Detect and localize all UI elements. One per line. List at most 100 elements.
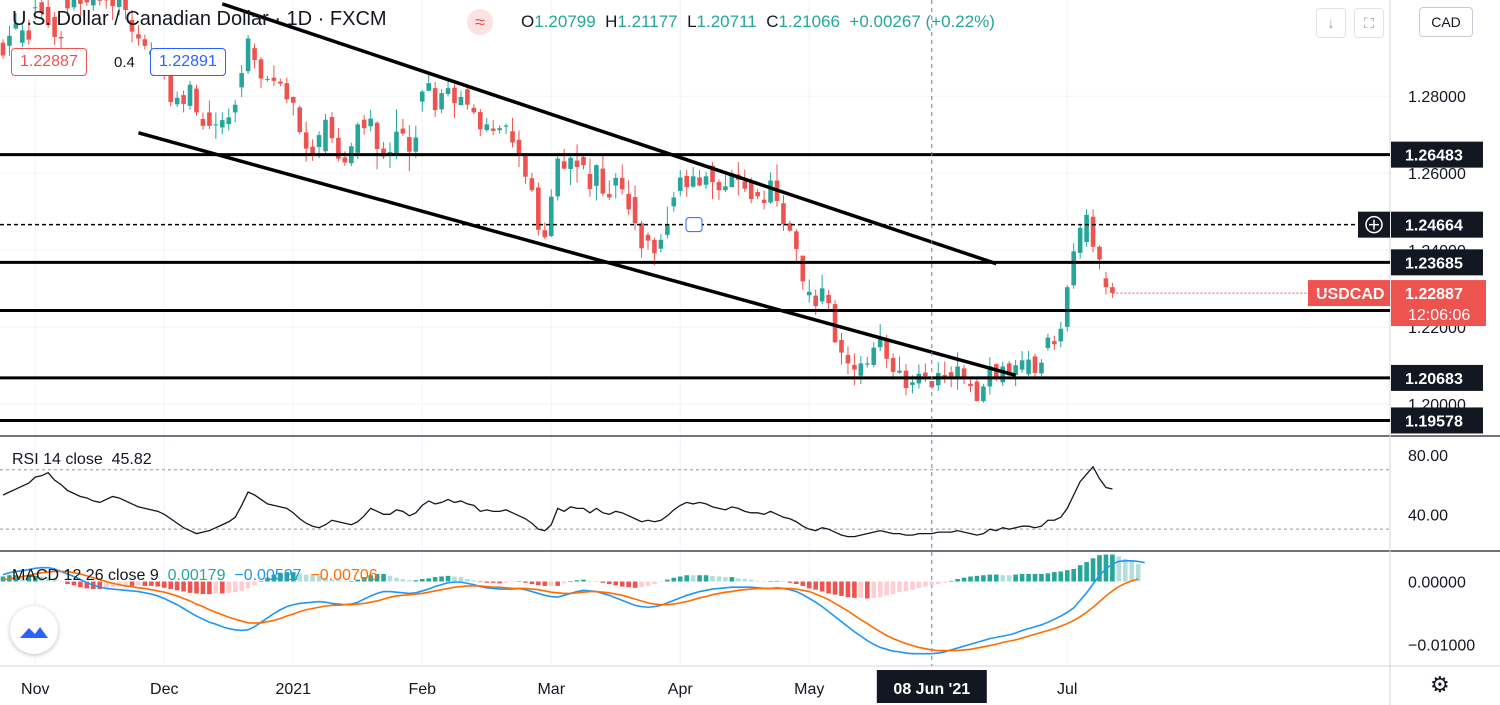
candle-down — [968, 383, 973, 387]
macd-histogram-bar — [710, 575, 715, 582]
candle-up — [955, 366, 960, 377]
candle-up — [1077, 227, 1083, 253]
buy-price-button[interactable]: 1.22891 — [150, 48, 226, 76]
candle-down — [26, 30, 32, 40]
macd-histogram-bar — [529, 581, 535, 585]
candle-up — [497, 128, 502, 131]
macd-histogram-bar — [994, 574, 999, 582]
candle-down — [619, 177, 625, 190]
candle-down — [490, 128, 496, 131]
candle-down — [542, 230, 548, 238]
macd-histogram-bar — [1097, 555, 1102, 582]
candle-up — [865, 363, 870, 365]
macd-histogram-bar — [361, 577, 367, 582]
candle-down — [310, 146, 315, 156]
candle-up — [658, 239, 664, 249]
candle-down — [284, 83, 290, 100]
download-icon[interactable]: ↓ — [1316, 8, 1346, 38]
macd-histogram-bar — [1039, 573, 1044, 582]
candle-up — [594, 165, 599, 186]
macd-histogram-bar — [1116, 556, 1122, 582]
macd-histogram-bar — [955, 578, 960, 582]
candle-down — [574, 160, 580, 168]
level-price-tag — [1391, 249, 1483, 276]
macd-histogram-bar — [445, 575, 451, 582]
macd-histogram-bar — [71, 581, 77, 586]
macd-histogram-bar — [161, 581, 167, 588]
macd-histogram-bar — [1045, 573, 1051, 582]
macd-histogram-bar — [703, 575, 709, 582]
macd-histogram-bar — [39, 576, 44, 582]
macd-histogram-bar — [426, 578, 431, 582]
macd-histogram-bar — [516, 581, 522, 583]
candle-down — [697, 177, 702, 186]
candle-down — [336, 137, 341, 159]
indicator-toggle-icon[interactable]: ≈ — [467, 9, 493, 35]
macd-histogram-bar — [839, 581, 844, 596]
candle-up — [1084, 214, 1089, 243]
macd-histogram-bar — [400, 578, 406, 582]
macd-histogram-bar — [497, 581, 502, 584]
candle-up — [1045, 337, 1051, 348]
candle-up — [1064, 287, 1070, 327]
gear-icon[interactable]: ⚙ — [1430, 672, 1450, 697]
macd-histogram-bar — [632, 581, 638, 588]
candle-down — [684, 175, 689, 188]
candle-down — [1103, 278, 1109, 288]
macd-histogram-bar — [439, 576, 444, 582]
macd-histogram-bar — [471, 580, 477, 582]
macd-histogram-bar — [136, 581, 141, 586]
candle-up — [239, 73, 244, 88]
level-price-label: 1.24664 — [1405, 218, 1463, 235]
candle-down — [361, 119, 367, 129]
level-price-tag — [1391, 141, 1483, 168]
change-value: +0.00267 (+0.22%) — [849, 12, 995, 31]
candle-down — [587, 174, 593, 190]
macd-line-value: −0.00527 — [234, 567, 302, 584]
trendline — [137, 131, 1017, 378]
macd-histogram-bar — [916, 581, 922, 588]
macd-histogram-bar — [368, 575, 373, 582]
macd-histogram-bar — [58, 581, 64, 583]
rsi-legend: RSI 14 close 45.82 — [12, 451, 152, 469]
plus-circle-icon — [1365, 215, 1383, 234]
macd-histogram-bar — [871, 581, 877, 598]
candle-down — [84, 0, 90, 3]
sell-price-button[interactable]: 1.22887 — [11, 48, 87, 76]
candle-up — [355, 124, 361, 153]
crosshair-time-tag — [876, 670, 987, 703]
candle-down — [200, 118, 206, 126]
candle-down — [755, 192, 760, 197]
macd-histogram-bar — [26, 575, 32, 582]
candle-down — [948, 372, 954, 379]
macd-histogram-bar — [800, 581, 806, 586]
macd-histogram-bar — [374, 573, 380, 582]
macd-histogram-bar — [542, 581, 548, 586]
macd-histogram-bar — [65, 581, 70, 585]
candle-down — [168, 75, 173, 103]
macd-histogram-bar — [639, 581, 644, 588]
macd-histogram-bar — [478, 581, 483, 583]
macd-histogram-bar — [613, 581, 619, 586]
macd-histogram-bar — [748, 579, 754, 582]
macd-histogram-bar — [594, 581, 599, 583]
macd-histogram-bar — [536, 581, 541, 586]
candle-up — [394, 131, 399, 154]
candle-down — [303, 132, 309, 149]
macd-histogram-bar — [1135, 563, 1141, 582]
macd-histogram-bar — [239, 581, 244, 591]
chart-title: U.S. Dollar / Canadian Dollar · 1D · FXC… — [12, 8, 387, 30]
macd-histogram-bar — [736, 578, 741, 582]
candle-up — [723, 186, 728, 191]
macd-histogram-bar — [503, 581, 509, 583]
macd-histogram-bar — [974, 575, 980, 582]
candle-down — [290, 97, 296, 103]
macd-histogram-bar — [697, 575, 702, 582]
fullscreen-icon[interactable]: ⛶ — [1354, 8, 1384, 38]
tradingview-logo-icon[interactable] — [10, 606, 58, 654]
currency-button[interactable]: CAD — [1419, 7, 1473, 37]
macd-histogram-bar — [452, 576, 457, 582]
candle-up — [1071, 251, 1076, 286]
candle-down — [710, 165, 715, 183]
